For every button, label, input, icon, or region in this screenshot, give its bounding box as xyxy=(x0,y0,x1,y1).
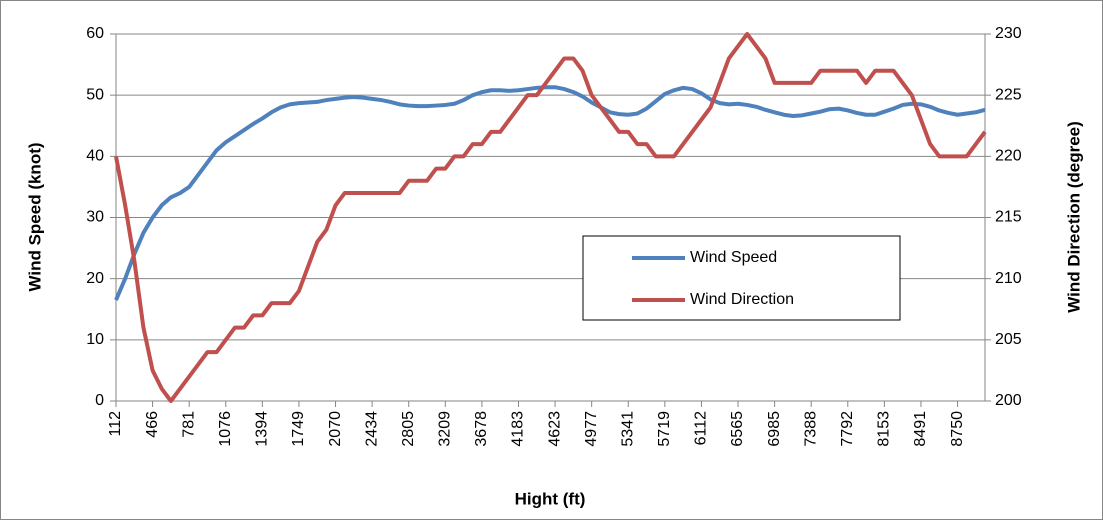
x-tick-label: 3678 xyxy=(473,411,490,447)
x-tick-label: 1749 xyxy=(290,411,307,447)
x-tick-label: 2070 xyxy=(327,411,344,447)
y2-tick-label: 220 xyxy=(995,148,1022,165)
x-tick-label: 7792 xyxy=(839,411,856,447)
x-tick-label: 2805 xyxy=(400,411,417,447)
legend-label: Wind Direction xyxy=(690,291,794,308)
x-tick-label: 8491 xyxy=(912,411,929,447)
x-tick-label: 6112 xyxy=(693,411,710,446)
x-tick-label: 6565 xyxy=(729,411,746,447)
x-tick-label: 466 xyxy=(144,411,161,438)
y2-tick-label: 205 xyxy=(995,331,1022,348)
x-tick-label: 6985 xyxy=(766,411,783,447)
x-axis-label: Hight (ft) xyxy=(515,489,586,508)
y-tick-label: 10 xyxy=(86,331,104,348)
series-line xyxy=(114,32,987,403)
y-tick-label: 20 xyxy=(86,270,104,287)
y2-tick-label: 230 xyxy=(995,25,1022,42)
x-tick-label: 112 xyxy=(107,411,124,437)
y-tick-label: 0 xyxy=(95,392,104,409)
series-line xyxy=(114,85,986,301)
y-tick-label: 60 xyxy=(86,25,104,42)
y2-axis-label: Wind Direction (degree) xyxy=(1064,121,1083,313)
x-tick-label: 8750 xyxy=(949,411,966,447)
x-tick-label: 1394 xyxy=(254,411,271,447)
x-tick-label: 8153 xyxy=(876,411,893,447)
y-tick-label: 40 xyxy=(86,148,104,165)
y2-tick-label: 200 xyxy=(995,392,1022,409)
x-tick-label: 781 xyxy=(180,411,197,438)
x-tick-label: 1076 xyxy=(217,411,234,447)
y2-tick-label: 215 xyxy=(995,209,1022,226)
legend-label: Wind Speed xyxy=(690,249,777,266)
x-tick-label: 4183 xyxy=(510,411,527,447)
x-tick-label: 5719 xyxy=(656,411,673,447)
x-tick-label: 4977 xyxy=(583,411,600,447)
x-tick-label: 7388 xyxy=(802,411,819,447)
x-tick-label: 2434 xyxy=(363,411,380,447)
x-tick-label: 3209 xyxy=(437,411,454,447)
legend xyxy=(582,235,901,321)
y2-tick-label: 225 xyxy=(995,86,1022,103)
x-tick-label: 5341 xyxy=(619,411,636,447)
y-tick-label: 30 xyxy=(86,209,104,226)
x-tick-label: 4623 xyxy=(546,411,563,447)
y2-tick-label: 210 xyxy=(995,270,1022,287)
y-tick-label: 50 xyxy=(86,86,104,103)
y-axis-label: Wind Speed (knot) xyxy=(25,142,44,291)
